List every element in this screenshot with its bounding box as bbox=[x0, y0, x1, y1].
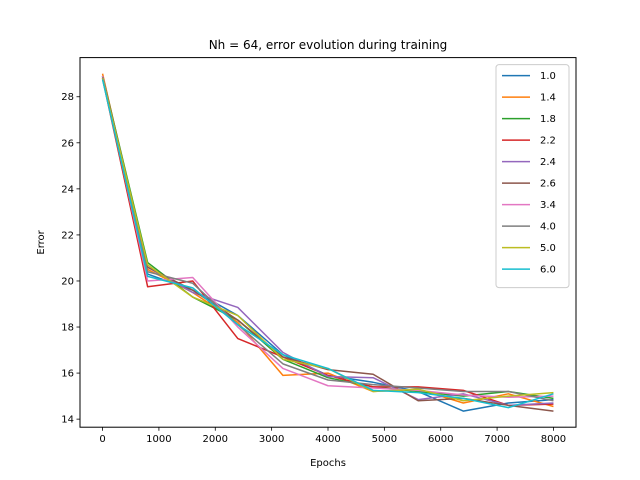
y-axis-ticks: 14 16 18 20 22 24 26 28 bbox=[61, 92, 80, 426]
series-line-1.4 bbox=[101, 73, 554, 408]
series-line-5.0 bbox=[101, 78, 554, 402]
x-tick-label: 2000 bbox=[203, 434, 228, 445]
x-tick-label: 1000 bbox=[146, 434, 171, 445]
y-tick-label: 28 bbox=[61, 92, 74, 103]
x-axis-ticks: 0 1000 2000 3000 4000 5000 6000 7000 8000 bbox=[99, 427, 566, 445]
series-line-2.6 bbox=[101, 75, 554, 412]
series-line-2.2 bbox=[101, 78, 554, 407]
legend-label: 1.4 bbox=[540, 93, 556, 104]
series-line-1.0 bbox=[101, 78, 554, 412]
y-tick-label: 16 bbox=[61, 369, 74, 380]
x-tick-label: 3000 bbox=[259, 434, 284, 445]
x-tick-label: 8000 bbox=[541, 434, 566, 445]
series-line-3.4 bbox=[101, 75, 554, 399]
legend-label: 2.4 bbox=[540, 157, 556, 168]
plot-lines bbox=[101, 73, 554, 412]
legend-label: 1.0 bbox=[540, 71, 556, 82]
y-tick-label: 22 bbox=[61, 230, 74, 241]
series-line-1.8 bbox=[101, 75, 554, 400]
legend-label: 4.0 bbox=[540, 222, 556, 233]
y-axis-label: Error bbox=[36, 229, 47, 254]
y-tick-label: 26 bbox=[61, 138, 74, 149]
legend-label: 6.0 bbox=[540, 265, 556, 276]
legend-label: 3.4 bbox=[540, 200, 556, 211]
x-axis-label: Epochs bbox=[310, 458, 346, 469]
legend-label: 2.6 bbox=[540, 179, 556, 190]
y-tick-label: 20 bbox=[61, 276, 74, 287]
series-line-4.0 bbox=[101, 77, 554, 402]
x-tick-label: 7000 bbox=[484, 434, 509, 445]
y-tick-label: 14 bbox=[61, 415, 74, 426]
legend-label: 2.2 bbox=[540, 136, 556, 147]
x-tick-label: 6000 bbox=[428, 434, 453, 445]
legend: 1.0 1.4 1.8 2.2 2.4 2.6 3.4 4.0 5.0 6.0 bbox=[495, 64, 570, 289]
y-tick-label: 24 bbox=[61, 184, 74, 195]
legend-box bbox=[495, 64, 570, 289]
x-tick-label: 5000 bbox=[372, 434, 397, 445]
chart-title: Nh = 64, error evolution during training bbox=[209, 38, 448, 52]
x-tick-label: 4000 bbox=[315, 434, 340, 445]
legend-label: 1.8 bbox=[540, 114, 556, 125]
legend-label: 5.0 bbox=[540, 243, 556, 254]
series-line-6.0 bbox=[101, 79, 554, 409]
x-tick-label: 0 bbox=[99, 434, 105, 445]
y-tick-label: 18 bbox=[61, 323, 74, 334]
series-line-2.4 bbox=[101, 78, 554, 407]
